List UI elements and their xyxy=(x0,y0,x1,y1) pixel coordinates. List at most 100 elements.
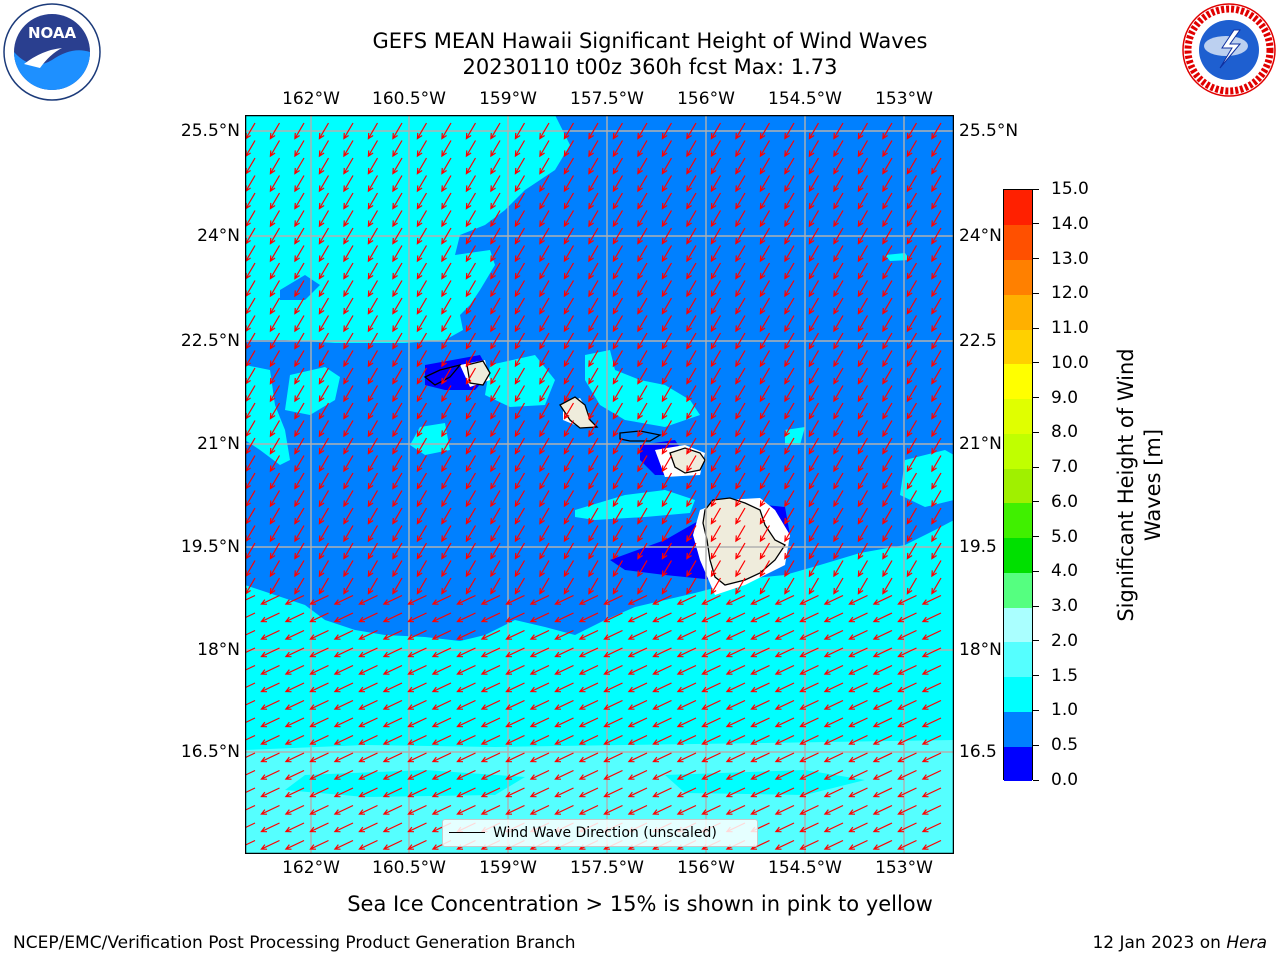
map-legend: Wind Wave Direction (unscaled) xyxy=(442,819,758,847)
wave-direction-arrow xyxy=(652,682,672,693)
wave-direction-arrow xyxy=(931,332,942,350)
wave-direction-arrow xyxy=(465,542,477,560)
wave-direction-arrow xyxy=(284,612,305,623)
wave-direction-arrow xyxy=(318,175,330,193)
wave-direction-arrow xyxy=(382,594,403,605)
wave-direction-arrow xyxy=(710,577,722,595)
lon-label-bottom: 153°W xyxy=(875,858,933,878)
wave-direction-arrow xyxy=(539,280,550,298)
wave-direction-arrow xyxy=(269,122,281,140)
wave-direction-arrow xyxy=(480,734,501,745)
wave-direction-arrow xyxy=(882,210,893,228)
wave-direction-arrow xyxy=(294,210,305,228)
wave-direction-arrow xyxy=(808,227,820,245)
wave-direction-arrow xyxy=(750,787,770,798)
wave-direction-arrow xyxy=(784,297,795,315)
wave-direction-arrow xyxy=(857,402,869,420)
wave-direction-arrow xyxy=(808,350,820,368)
wave-direction-arrow xyxy=(637,560,648,578)
wave-direction-arrow xyxy=(882,542,893,560)
wave-direction-arrow xyxy=(456,664,476,675)
wave-direction-arrow xyxy=(931,210,942,228)
wave-direction-arrow xyxy=(774,717,795,728)
colorbar-segment xyxy=(1004,224,1032,260)
wave-direction-arrow xyxy=(309,804,329,815)
wave-direction-arrow xyxy=(857,245,869,263)
wave-direction-arrow xyxy=(490,525,501,543)
wave-direction-arrow xyxy=(260,769,280,780)
wave-direction-arrow xyxy=(343,525,354,543)
noaa-logo: NOAA xyxy=(2,2,102,102)
wave-direction-arrow xyxy=(799,769,819,780)
wave-direction-arrow xyxy=(416,525,428,543)
wind-wave-direction-arrows xyxy=(245,122,942,850)
wave-direction-arrow xyxy=(710,525,722,543)
wave-direction-arrow xyxy=(701,769,721,780)
wave-direction-arrow xyxy=(392,297,403,315)
wave-direction-arrow xyxy=(529,664,550,675)
wave-direction-arrow xyxy=(652,752,672,763)
wave-direction-arrow xyxy=(431,769,452,780)
colorbar-tick-label: 3.0 xyxy=(1051,596,1079,617)
wave-direction-arrow xyxy=(505,647,525,658)
wave-direction-arrow xyxy=(774,699,795,710)
wave-direction-arrow xyxy=(465,332,477,350)
wave-direction-arrow xyxy=(686,192,697,210)
wave-direction-arrow xyxy=(456,699,476,710)
colorbar-tick-label: 6.0 xyxy=(1051,491,1079,512)
wave-direction-arrow xyxy=(480,612,501,623)
footer-machine: Hera xyxy=(1226,933,1267,953)
wave-direction-arrow xyxy=(358,734,378,745)
wave-direction-arrow xyxy=(554,612,574,623)
wave-direction-arrow xyxy=(358,664,378,675)
lat-label-right: 24°N xyxy=(959,226,1002,246)
wave-direction-arrow xyxy=(833,367,844,385)
wave-direction-arrow xyxy=(872,647,893,658)
wave-direction-arrow xyxy=(784,262,795,280)
wave-direction-arrow xyxy=(848,647,868,658)
wave-direction-arrow xyxy=(382,682,403,693)
wave-direction-arrow xyxy=(392,402,403,420)
wave-direction-arrow xyxy=(514,385,526,403)
wave-direction-arrow xyxy=(897,664,917,675)
wave-direction-arrow xyxy=(686,455,697,473)
wave-direction-arrow xyxy=(784,245,795,263)
lon-label-top: 160.5°W xyxy=(372,89,446,109)
wave-direction-arrow xyxy=(652,734,672,745)
wave-direction-arrow xyxy=(833,332,844,350)
wave-direction-arrow xyxy=(931,280,942,298)
wave-direction-arrow xyxy=(392,507,403,525)
wave-direction-arrow xyxy=(612,245,624,263)
colorbar-tick-label: 2.0 xyxy=(1051,630,1079,651)
wave-direction-arrow xyxy=(539,297,550,315)
wave-direction-arrow xyxy=(441,525,452,543)
wave-direction-arrow xyxy=(857,262,869,280)
wave-direction-arrow xyxy=(661,315,673,333)
wave-direction-arrow xyxy=(701,629,721,640)
wave-direction-arrow xyxy=(505,717,525,728)
lon-label-top: 162°W xyxy=(282,89,340,109)
wave-direction-arrow xyxy=(931,297,942,315)
wave-direction-arrow xyxy=(465,297,477,315)
wave-direction-arrow xyxy=(490,297,501,315)
wave-direction-arrow xyxy=(318,140,330,158)
wave-direction-arrow xyxy=(759,192,771,210)
wave-direction-arrow xyxy=(637,507,648,525)
wave-direction-arrow xyxy=(294,455,305,473)
wave-direction-arrow xyxy=(637,455,648,473)
wave-direction-arrow xyxy=(823,752,844,763)
wave-direction-arrow xyxy=(309,664,329,675)
island-oahu xyxy=(559,396,599,429)
wave-direction-arrow xyxy=(872,822,893,833)
wave-direction-arrow xyxy=(833,210,844,228)
wave-direction-arrow xyxy=(784,560,795,578)
wave-direction-arrow xyxy=(260,839,280,850)
wave-direction-arrow xyxy=(897,647,917,658)
wave-direction-arrow xyxy=(784,350,795,368)
wave-direction-arrow xyxy=(465,385,477,403)
wave-direction-arrow xyxy=(710,542,722,560)
wave-direction-arrow xyxy=(367,192,379,210)
wave-direction-arrow xyxy=(637,245,648,263)
wave-direction-arrow xyxy=(759,262,771,280)
wave-direction-arrow xyxy=(637,297,648,315)
